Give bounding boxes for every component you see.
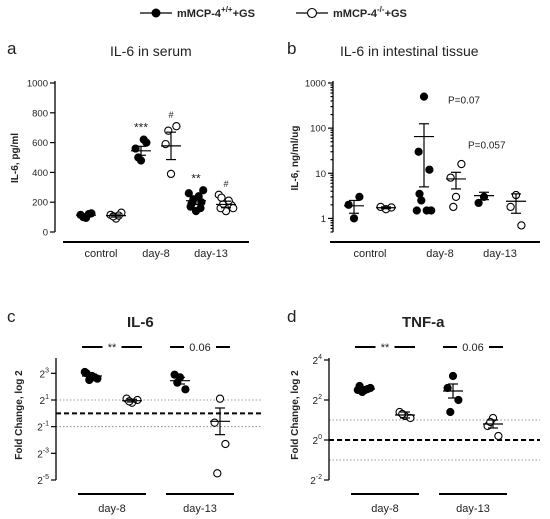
- data-point: [349, 214, 359, 223]
- panel-letter: a: [7, 39, 17, 58]
- data-point: [414, 147, 423, 156]
- data-point: [451, 192, 461, 202]
- group-label: day-8: [426, 248, 454, 260]
- data-point: [494, 431, 503, 441]
- y-tick-label: 2-5: [37, 474, 49, 487]
- y-tick-label: 1000: [305, 79, 326, 90]
- y-axis-label: Fold Change, log 2: [14, 370, 25, 460]
- data-point: [210, 418, 219, 427]
- panel-title: TNF-a: [402, 314, 445, 331]
- significance-marker: #: [168, 110, 173, 120]
- y-tick-label: 800: [32, 108, 48, 119]
- data-point: [449, 202, 458, 212]
- y-tick-label: 2-2: [310, 474, 322, 487]
- data-point: [221, 439, 230, 449]
- panel-letter: c: [7, 307, 16, 326]
- group-label: day-13: [194, 248, 228, 260]
- y-tick-label: 200: [32, 198, 48, 209]
- panel-letter: d: [287, 307, 296, 326]
- y-tick-label: 24: [313, 354, 323, 367]
- data-point: [184, 189, 193, 198]
- group-label: day-8: [98, 503, 126, 515]
- data-point: [355, 192, 364, 201]
- group-label: day-13: [183, 503, 217, 515]
- y-axis-label: IL-6, ng/ml/ug: [290, 126, 301, 191]
- y-tick-label: 400: [32, 168, 48, 179]
- significance-label: **: [108, 342, 117, 354]
- y-tick-label: 2-1: [37, 421, 49, 434]
- y-tick-label: 100: [310, 124, 326, 135]
- y-tick-label: 23: [40, 367, 50, 380]
- data-point: [344, 200, 353, 209]
- data-point: [166, 169, 176, 179]
- data-point: [412, 206, 421, 215]
- group-label: day-13: [483, 248, 517, 260]
- y-tick-label: 0: [43, 228, 48, 239]
- panel-title: IL-6 in serum: [110, 43, 192, 59]
- data-point: [415, 189, 424, 198]
- data-point: [446, 173, 455, 182]
- group-label: day-13: [456, 503, 490, 515]
- y-tick-label: 1: [321, 214, 326, 225]
- y-tick-label: 600: [32, 138, 48, 149]
- significance-marker: ***: [134, 121, 148, 135]
- data-point: [215, 394, 225, 403]
- y-tick-label: 2-3: [37, 447, 49, 460]
- legend-filled-label: mMCP-4+/++GS: [177, 5, 255, 20]
- data-point: [170, 370, 179, 379]
- data-point: [139, 135, 148, 144]
- data-point: [196, 204, 205, 213]
- panel-title: IL-6 in intestinal tissue: [340, 43, 479, 59]
- significance-label: 0.06: [189, 342, 210, 354]
- significance-marker: **: [191, 171, 201, 185]
- panel-d: d TNF-a Fold Change, log 2 24 22 20 2-2 day-8 da…: [287, 307, 540, 515]
- data-point: [457, 159, 466, 169]
- legend-filled-marker: [151, 8, 161, 18]
- p-value-annotation: P=0.07: [448, 96, 480, 107]
- legend: mMCP-4+/++GS mMCP-4-/-+GS: [140, 5, 407, 20]
- data-point: [172, 122, 181, 131]
- y-tick-label: 1000: [27, 79, 48, 90]
- group-label: control: [353, 248, 386, 260]
- data-point: [199, 186, 208, 195]
- significance-marker: #: [223, 179, 228, 189]
- p-value-annotation: P=0.057: [468, 141, 506, 152]
- data-point: [474, 198, 483, 208]
- y-tick-label: 10: [315, 169, 326, 180]
- data-point: [427, 206, 436, 215]
- y-axis-label: IL-6, pg/ml: [10, 133, 21, 183]
- data-point: [448, 371, 458, 381]
- significance-label: **: [381, 342, 390, 354]
- legend-open-marker: [306, 7, 318, 19]
- data-point: [161, 139, 170, 149]
- y-tick-label: 22: [313, 394, 323, 407]
- data-point: [446, 407, 455, 417]
- data-point: [419, 92, 429, 101]
- legend-open-label: mMCP-4-/-+GS: [333, 5, 407, 20]
- group-label: day-8: [142, 248, 170, 260]
- panel-letter: b: [287, 39, 296, 58]
- data-point: [213, 469, 222, 478]
- y-axis-label: Fold Change, log 2: [290, 370, 301, 460]
- significance-label: 0.06: [462, 342, 483, 354]
- panel-c: c IL-6 Fold Change, log 2 23 21 2-1 2-3 2-5 day-…: [7, 307, 262, 515]
- data-point: [217, 193, 226, 202]
- data-point: [417, 196, 426, 205]
- data-point: [517, 221, 526, 230]
- panel-a: a IL-6 in serum IL-6, pg/ml 0 200 400 600 800 10…: [7, 39, 249, 260]
- data-point: [506, 202, 515, 212]
- group-label: control: [84, 248, 117, 260]
- panel-b: b IL-6 in intestinal tissue IL-6, ng/ml/ug…: [287, 39, 540, 260]
- data-point: [181, 385, 190, 394]
- data-point: [194, 192, 203, 201]
- data-point: [425, 165, 434, 174]
- group-label: day-8: [371, 503, 399, 515]
- y-tick-label: 20: [313, 434, 323, 447]
- y-tick-label: 21: [40, 394, 50, 407]
- data-point: [187, 199, 196, 208]
- panel-title: IL-6: [127, 314, 154, 331]
